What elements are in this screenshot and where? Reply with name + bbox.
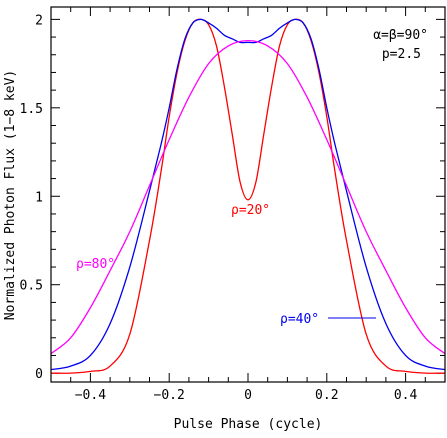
series-line-0 [51,18,445,374]
plot-frame [50,6,446,383]
series-layer [51,18,445,374]
y-tick-label: 1.5 [20,102,43,117]
y-tick-label: 0.5 [20,279,43,294]
y-tick-label: 2 [35,13,43,28]
label-rho20: ρ=20° [231,203,270,218]
series-line-2 [51,39,445,355]
series-line-1 [51,18,445,371]
x-tick-label: 0.2 [315,388,338,403]
y-tick-label: 0 [35,367,43,382]
x-tick-label: −0.2 [154,388,185,403]
annotation-p: p=2.5 [382,47,421,62]
y-axis-label: Normalized Photon Flux (1−8 keV) [3,70,18,320]
x-tick-label: −0.4 [75,388,106,403]
x-tick-label: 0 [244,388,252,403]
y-tick-label: 1 [35,190,43,205]
x-tick-label: 0.4 [394,388,418,403]
label-rho40: ρ=40° [280,312,319,327]
x-axis-label: Pulse Phase (cycle) [174,417,323,432]
axis-ticks: −0.4 −0.2 0 0.2 0.4 0 0.5 1 1.5 2 [20,7,446,403]
annotation-alpha-beta: α=β=90° [373,28,428,43]
label-rho80: ρ=80° [76,257,115,272]
